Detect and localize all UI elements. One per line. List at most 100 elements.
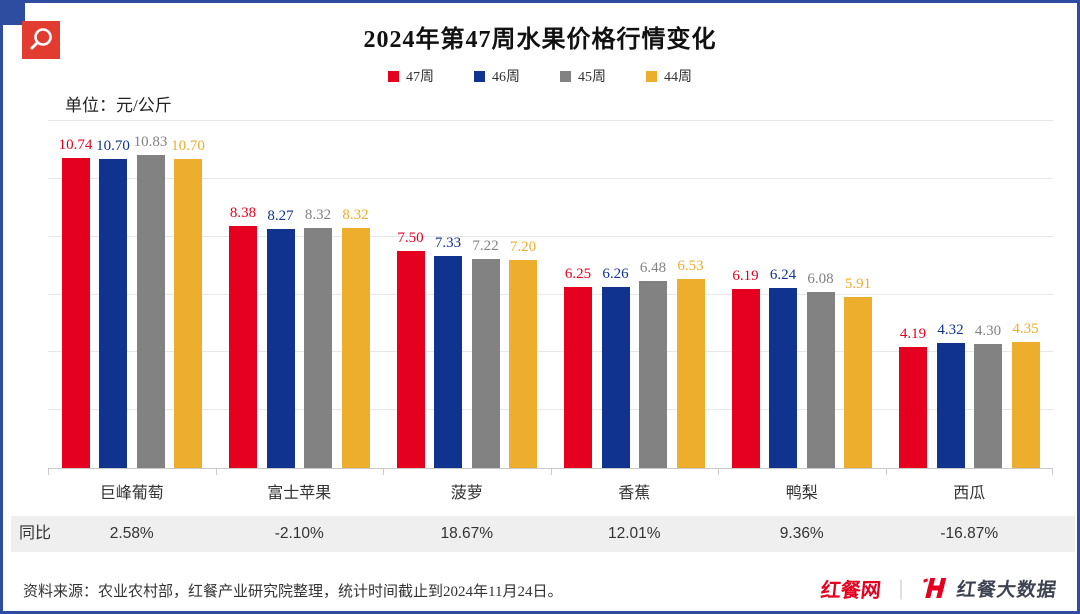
brand-logo-text-left: 红餐网 [819, 579, 882, 602]
bar-value-label: 6.24 [769, 266, 797, 283]
category-label-鸭梨: 鸭梨 [785, 485, 818, 502]
bar-value-label: 7.22 [472, 238, 499, 255]
bar-46周-鸭梨 [769, 287, 797, 468]
axis-tick [48, 468, 49, 475]
bar-value-label: 10.70 [171, 137, 205, 154]
page-title: 2024年第47周水果价格行情变化 [363, 27, 717, 53]
gridline-10 [48, 178, 1053, 179]
bar-value-label: 7.20 [509, 238, 537, 255]
category-label-西瓜: 西瓜 [953, 485, 986, 502]
bar-value-label: 8.27 [267, 208, 294, 224]
bar-46周-西瓜 [936, 343, 965, 468]
gridline-4 [48, 351, 1053, 353]
category-label-菠萝: 菠萝 [450, 485, 483, 502]
bar-44周-巨峰葡萄 [174, 158, 202, 468]
yoy-value-鸭梨: 9.36% [779, 525, 824, 542]
bar-value-label: 6.19 [732, 268, 759, 285]
axis-tick [885, 468, 887, 475]
bar-44周-西瓜 [1011, 342, 1040, 468]
bar-value-label: 6.48 [639, 259, 667, 276]
bar-47周-香蕉 [564, 287, 592, 468]
bar-45周-西瓜 [974, 343, 1002, 468]
bar-44周-鸭梨 [844, 297, 872, 468]
bar-47周-西瓜 [899, 346, 927, 468]
axis-tick [718, 468, 719, 475]
legend-swatch-44周 [646, 70, 657, 82]
chart-legend: 47周 46周 45周 44周 [3, 66, 1077, 86]
axis-tick [383, 468, 384, 475]
legend-label-44周: 44周 [664, 70, 692, 85]
bar-45周-富士苹果 [304, 227, 332, 468]
bar-44周-菠萝 [509, 259, 537, 468]
bar-value-label: 7.50 [397, 230, 424, 247]
bar-value-label: 4.30 [974, 322, 1002, 339]
legend-label-45周: 45周 [578, 70, 606, 85]
bar-value-label: 8.32 [342, 206, 369, 223]
bar-44周-香蕉 [676, 279, 705, 468]
bar-value-label: 4.32 [937, 322, 964, 339]
bar-45周-鸭梨 [806, 292, 835, 468]
bar-value-label: 4.35 [1012, 321, 1039, 338]
gridline-12 [48, 120, 1053, 122]
bar-47周-鸭梨 [731, 289, 760, 468]
bar-value-label: 6.08 [807, 271, 834, 288]
yoy-value-富士苹果: -2.10% [274, 525, 324, 542]
axis-tick [550, 468, 552, 475]
yoy-row-label: 同比 [19, 525, 52, 542]
category-label-富士苹果: 富士苹果 [267, 485, 332, 502]
gridline-2 [48, 409, 1053, 411]
axis-tick [215, 468, 217, 475]
bar-47周-巨峰葡萄 [61, 157, 90, 468]
bar-value-label: 8.32 [304, 206, 332, 223]
bar-45周-香蕉 [639, 280, 667, 468]
bar-46周-菠萝 [434, 256, 462, 468]
category-label-香蕉: 香蕉 [618, 485, 651, 502]
bar-value-label: 10.70 [96, 137, 130, 154]
bar-45周-巨峰葡萄 [136, 155, 165, 468]
bar-46周-富士苹果 [266, 229, 295, 468]
bar-46周-香蕉 [601, 287, 630, 468]
bar-value-label: 6.26 [602, 266, 629, 283]
data-source-note: 资料来源：农业农村部，红餐产业研究院整理，统计时间截止到2024年11月24日。 [23, 584, 563, 600]
magnifier-icon-box [22, 21, 60, 59]
yoy-row: 同比 2.58% -2.10% 18.67% 12.01% 9.36% -16.87% [11, 516, 1075, 552]
bar-47周-菠萝 [396, 251, 425, 468]
corner-decoration [3, 3, 25, 25]
legend-item-45周: 45周 [560, 66, 606, 86]
legend-item-46周: 46周 [474, 66, 520, 86]
bar-value-label: 10.74 [58, 136, 93, 153]
legend-swatch-45周 [560, 70, 571, 82]
yoy-value-巨峰葡萄: 2.58% [109, 525, 154, 542]
bar-45周-菠萝 [471, 259, 500, 468]
brand-logo-text-right: 红餐大数据 [955, 579, 1059, 601]
legend-label-46周: 46周 [492, 70, 520, 85]
legend-item-44周: 44周 [646, 66, 692, 86]
bar-value-label: 5.91 [844, 276, 872, 293]
plot-area: 10.74 10.70 10.83 10.70 巨峰葡萄 8.38 8.27 8.32 8.32… [48, 115, 1053, 502]
magnifier-icon [30, 28, 52, 50]
yoy-value-菠萝: 18.67% [440, 525, 494, 542]
bar-value-label: 6.53 [677, 258, 704, 275]
bar-44周-富士苹果 [341, 227, 370, 468]
logo-divider: ｜ [890, 579, 911, 602]
bar-value-label: 8.38 [229, 204, 257, 221]
bar-value-label: 10.83 [133, 134, 168, 151]
brand-h-icon [923, 578, 947, 598]
brand-logo: 红餐网 ｜ 红餐大数据 [819, 572, 1059, 604]
bar-47周-富士苹果 [229, 225, 257, 468]
yoy-value-香蕉: 12.01% [607, 525, 661, 542]
bar-value-label: 4.19 [899, 325, 927, 342]
legend-label-47周: 47周 [406, 70, 434, 85]
yoy-value-西瓜: -16.87% [940, 525, 999, 542]
legend-item-47周: 47周 [388, 66, 434, 86]
bar-value-label: 7.33 [434, 235, 462, 252]
gridline-8 [48, 235, 1053, 237]
category-label-巨峰葡萄: 巨峰葡萄 [99, 485, 164, 502]
unit-label: 单位：元/公斤 [65, 96, 172, 115]
legend-swatch-46周 [474, 70, 485, 82]
axis-tick [1052, 468, 1053, 475]
legend-swatch-47周 [388, 70, 399, 82]
gridline-6 [48, 293, 1053, 295]
bar-value-label: 6.25 [564, 266, 592, 283]
